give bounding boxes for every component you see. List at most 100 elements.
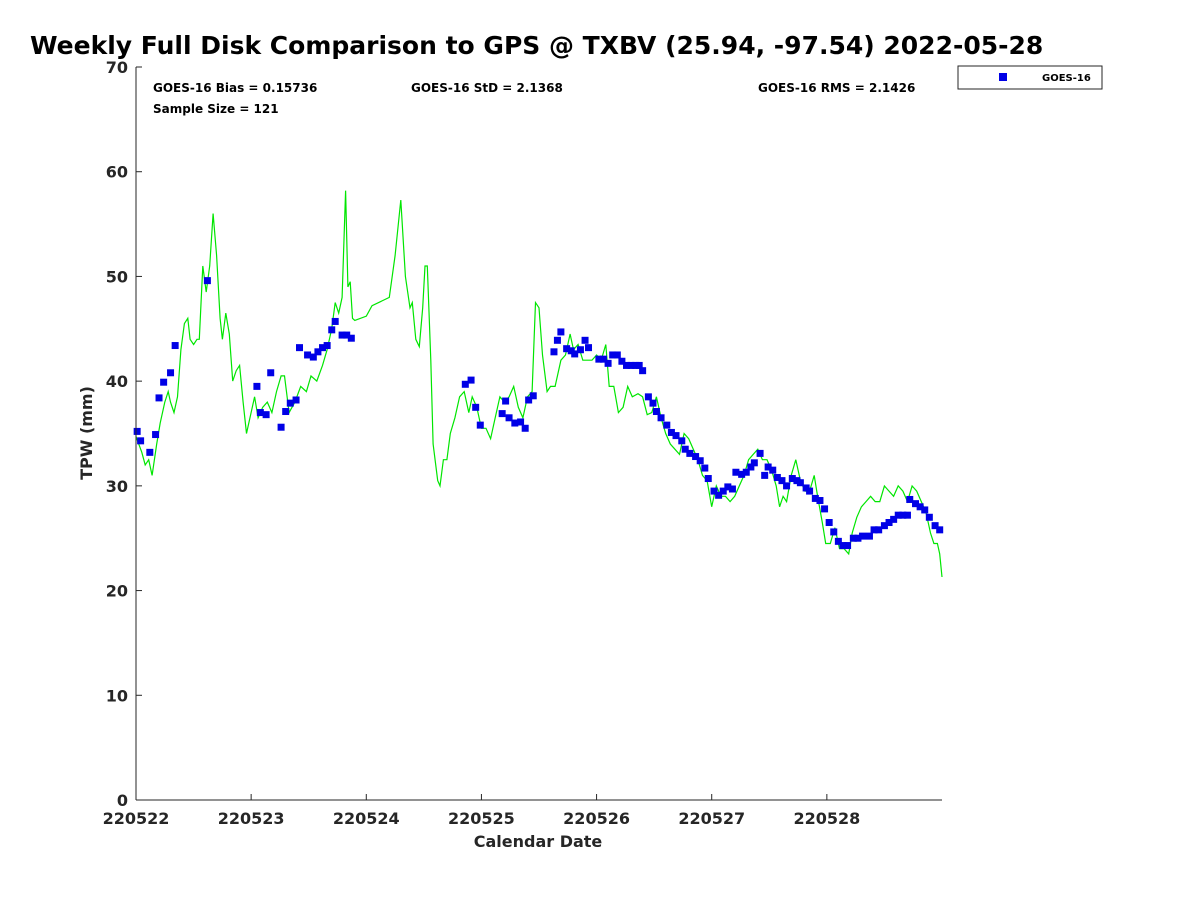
- sample-size-stat: Sample Size = 121: [153, 102, 279, 116]
- goes16-point: [903, 511, 911, 519]
- goes16-point: [331, 317, 339, 325]
- goes16-point: [137, 437, 145, 445]
- goes16-point: [931, 522, 939, 530]
- goes16-point: [742, 468, 750, 476]
- y-tick-label: 70: [106, 58, 128, 77]
- y-tick-label: 20: [106, 582, 128, 601]
- goes16-point: [750, 459, 758, 467]
- goes16-point: [505, 414, 513, 422]
- x-tick-label: 220528: [793, 809, 860, 828]
- goes16-point: [256, 409, 264, 417]
- goes16-point: [623, 361, 631, 369]
- goes16-point: [286, 399, 294, 407]
- goes16-point: [875, 526, 883, 534]
- y-axis-ticks: 0 10 20 30 40 50 60 70: [106, 58, 142, 810]
- rms-stat: GOES-16 RMS = 2.1426: [758, 81, 915, 95]
- goes16-point: [764, 463, 772, 471]
- goes16-point: [854, 534, 862, 542]
- goes16-point: [732, 468, 740, 476]
- goes16-point: [921, 506, 929, 514]
- plot-area: [136, 67, 942, 800]
- goes16-point: [649, 399, 657, 407]
- goes16-series: [133, 277, 944, 550]
- goes16-point: [262, 411, 270, 419]
- goes16-point: [563, 345, 571, 353]
- goes16-point: [769, 466, 777, 474]
- goes16-point: [880, 522, 888, 530]
- goes16-point: [595, 355, 603, 363]
- x-tick-label: 220523: [218, 809, 285, 828]
- goes16-point: [710, 487, 718, 495]
- x-tick-label: 220525: [448, 809, 515, 828]
- x-axis-ticks: 220522 220523 220524 220525 220526 220527 2205…: [103, 794, 860, 828]
- goes16-point: [571, 350, 579, 358]
- x-axis-label: Calendar Date: [474, 832, 603, 851]
- goes16-point: [461, 380, 469, 388]
- goes16-point: [859, 532, 867, 540]
- goes16-point: [783, 482, 791, 490]
- goes16-point: [639, 367, 647, 375]
- x-tick-label: 220524: [333, 809, 400, 828]
- goes16-point: [890, 515, 898, 523]
- goes16-point: [672, 432, 680, 440]
- goes16-point: [267, 369, 275, 377]
- goes16-point: [585, 344, 593, 352]
- goes16-point: [618, 357, 626, 365]
- goes16-point: [844, 542, 852, 550]
- goes16-point: [773, 473, 781, 481]
- x-tick-label: 220526: [563, 809, 630, 828]
- goes16-point: [517, 418, 525, 426]
- goes16-point: [719, 487, 727, 495]
- goes16-point: [521, 424, 529, 432]
- y-tick-label: 0: [117, 791, 128, 810]
- goes16-point: [160, 378, 168, 386]
- std-stat: GOES-16 StD = 2.1368: [411, 81, 563, 95]
- goes16-point: [704, 475, 712, 483]
- goes16-point: [916, 503, 924, 511]
- legend-marker: [999, 73, 1007, 81]
- legend: GOES-16: [957, 65, 1103, 90]
- goes16-point: [756, 449, 764, 457]
- y-tick-label: 10: [106, 686, 128, 705]
- goes16-point: [553, 336, 561, 344]
- x-tick-label: 220527: [678, 809, 745, 828]
- goes16-point: [681, 445, 689, 453]
- goes16-point: [609, 351, 617, 359]
- goes16-point: [557, 328, 565, 336]
- goes16-point: [472, 403, 480, 411]
- goes16-point: [203, 277, 211, 285]
- goes16-point: [778, 477, 786, 485]
- goes16-point: [870, 526, 878, 534]
- goes16-point: [343, 331, 351, 339]
- goes16-point: [282, 408, 290, 416]
- goes16-point: [613, 351, 621, 359]
- goes16-point: [796, 479, 804, 487]
- goes16-point: [715, 491, 723, 499]
- bias-stat: GOES-16 Bias = 0.15736: [153, 81, 317, 95]
- goes16-point: [806, 487, 814, 495]
- goes16-point: [788, 475, 796, 483]
- goes16-point: [347, 334, 355, 342]
- goes16-point: [296, 344, 304, 352]
- goes16-point: [747, 463, 755, 471]
- goes16-point: [323, 342, 331, 350]
- legend-label: GOES-16: [1042, 73, 1091, 84]
- y-tick-label: 40: [106, 372, 128, 391]
- legend-box: [957, 65, 1103, 90]
- goes16-point: [599, 355, 607, 363]
- goes16-point: [309, 353, 317, 361]
- goes16-point: [696, 457, 704, 465]
- goes16-point: [304, 351, 312, 359]
- goes16-point: [849, 534, 857, 542]
- goes16-point: [652, 408, 660, 416]
- goes16-point: [319, 344, 327, 352]
- goes16-point: [821, 505, 829, 513]
- goes16-point: [146, 448, 154, 456]
- goes16-point: [581, 336, 589, 344]
- goes16-point: [663, 421, 671, 429]
- goes16-point: [253, 382, 261, 390]
- goes16-point: [738, 470, 746, 478]
- goes16-point: [644, 393, 652, 401]
- goes16-point: [865, 532, 873, 540]
